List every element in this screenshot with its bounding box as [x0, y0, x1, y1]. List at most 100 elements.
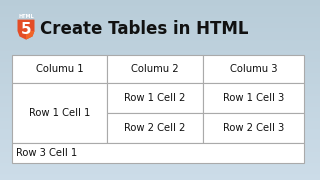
Bar — [0, 67, 320, 68]
Bar — [0, 97, 320, 98]
Bar — [0, 125, 320, 126]
Bar — [0, 83, 320, 84]
Bar — [0, 88, 320, 89]
Text: Row 2 Cell 3: Row 2 Cell 3 — [223, 123, 284, 133]
Bar — [0, 105, 320, 106]
Bar — [0, 121, 320, 122]
Bar — [0, 93, 320, 94]
Bar — [0, 30, 320, 31]
Bar — [0, 166, 320, 167]
Bar — [0, 18, 320, 19]
Bar — [0, 145, 320, 146]
Bar — [0, 45, 320, 46]
Bar — [0, 148, 320, 149]
Bar — [0, 79, 320, 80]
Bar — [0, 81, 320, 82]
Bar — [0, 173, 320, 174]
Bar — [0, 111, 320, 112]
Bar — [0, 60, 320, 61]
Bar — [0, 17, 320, 18]
Bar — [0, 103, 320, 104]
Bar — [0, 152, 320, 153]
Text: Row 3 Cell 1: Row 3 Cell 1 — [16, 148, 77, 158]
Bar — [0, 7, 320, 8]
Bar — [0, 50, 320, 51]
Bar — [0, 78, 320, 79]
Bar — [0, 99, 320, 100]
Bar — [0, 42, 320, 43]
Text: Row 1 Cell 2: Row 1 Cell 2 — [124, 93, 186, 103]
Bar — [0, 23, 320, 24]
Bar — [0, 176, 320, 177]
Bar — [0, 104, 320, 105]
Bar — [0, 59, 320, 60]
Bar — [0, 21, 320, 22]
Bar — [0, 80, 320, 81]
Bar — [0, 36, 320, 37]
Bar — [0, 13, 320, 14]
Bar — [0, 33, 320, 34]
Bar — [0, 157, 320, 158]
Bar — [0, 139, 320, 140]
Bar — [0, 3, 320, 4]
Bar — [0, 141, 320, 142]
Bar — [0, 156, 320, 157]
Bar — [0, 146, 320, 147]
Text: HTML: HTML — [18, 14, 34, 19]
Text: Row 1 Cell 3: Row 1 Cell 3 — [223, 93, 284, 103]
Bar — [0, 40, 320, 41]
Bar — [0, 11, 320, 12]
Bar — [0, 159, 320, 160]
Bar — [0, 1, 320, 2]
Bar — [0, 123, 320, 124]
Bar — [0, 34, 320, 35]
Bar — [0, 35, 320, 36]
Bar — [0, 155, 320, 156]
Bar — [0, 130, 320, 131]
Bar — [0, 102, 320, 103]
Bar — [0, 9, 320, 10]
Bar — [0, 73, 320, 74]
Bar — [0, 63, 320, 64]
Bar — [0, 96, 320, 97]
Bar — [0, 5, 320, 6]
Polygon shape — [26, 31, 35, 40]
FancyBboxPatch shape — [203, 113, 304, 143]
Bar — [0, 112, 320, 113]
Bar — [0, 161, 320, 162]
Bar — [0, 170, 320, 171]
Bar — [0, 84, 320, 85]
Bar — [0, 12, 320, 13]
Bar — [0, 172, 320, 173]
Bar — [0, 75, 320, 76]
Bar — [0, 55, 320, 56]
Bar — [0, 108, 320, 109]
Bar — [0, 115, 320, 116]
Bar — [0, 132, 320, 133]
Bar — [0, 86, 320, 87]
FancyBboxPatch shape — [107, 113, 203, 143]
Bar — [0, 113, 320, 114]
Bar — [0, 22, 320, 23]
Bar — [0, 109, 320, 110]
Bar — [0, 68, 320, 69]
Bar — [0, 74, 320, 75]
Bar — [0, 144, 320, 145]
Bar — [0, 38, 320, 39]
Bar — [0, 24, 320, 25]
FancyBboxPatch shape — [203, 83, 304, 113]
Bar — [0, 0, 320, 1]
Bar — [0, 143, 320, 144]
Bar — [0, 177, 320, 178]
Bar — [0, 175, 320, 176]
Text: Row 1 Cell 1: Row 1 Cell 1 — [29, 108, 90, 118]
Bar — [0, 107, 320, 108]
Bar — [0, 6, 320, 7]
Bar — [0, 14, 320, 15]
Bar — [0, 61, 320, 62]
Bar — [0, 129, 320, 130]
Bar — [0, 25, 320, 26]
Bar — [0, 160, 320, 161]
Bar — [0, 70, 320, 71]
Bar — [0, 101, 320, 102]
